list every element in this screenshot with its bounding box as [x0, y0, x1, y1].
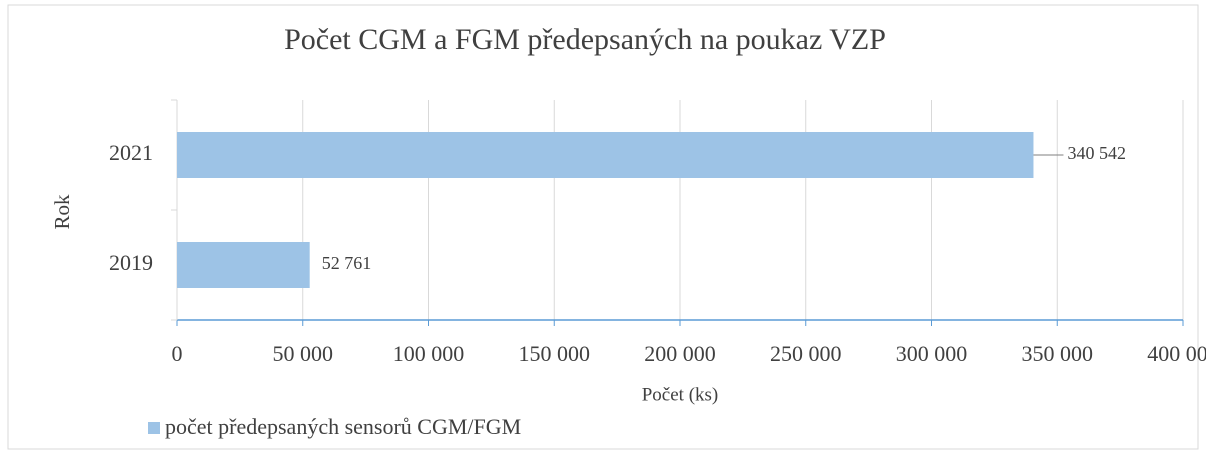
x-tick-label: 250 000	[770, 341, 842, 366]
data-label: 340 542	[1067, 143, 1126, 163]
data-label: 52 761	[322, 253, 372, 273]
legend-swatch	[148, 422, 160, 434]
chart-border	[7, 4, 1199, 450]
x-tick-label: 50 000	[273, 341, 334, 366]
x-axis-label: Počet (ks)	[642, 384, 719, 405]
x-tick-label: 400 000	[1147, 341, 1206, 366]
x-tick-label: 100 000	[393, 341, 465, 366]
x-tick-label: 350 000	[1022, 341, 1094, 366]
x-tick-label: 300 000	[896, 341, 968, 366]
y-tick-label: 2019	[109, 250, 153, 275]
bar	[177, 242, 310, 288]
y-tick-label: 2021	[109, 140, 153, 165]
x-tick-label: 150 000	[519, 341, 591, 366]
legend-label: počet předepsaných sensorů CGM/FGM	[165, 414, 521, 439]
x-tick-label: 0	[172, 341, 183, 366]
x-tick-label: 200 000	[644, 341, 716, 366]
chart-title: Počet CGM a FGM předepsaných na poukaz V…	[284, 23, 886, 56]
bar	[177, 132, 1034, 178]
y-axis-label: Rok	[50, 194, 74, 230]
